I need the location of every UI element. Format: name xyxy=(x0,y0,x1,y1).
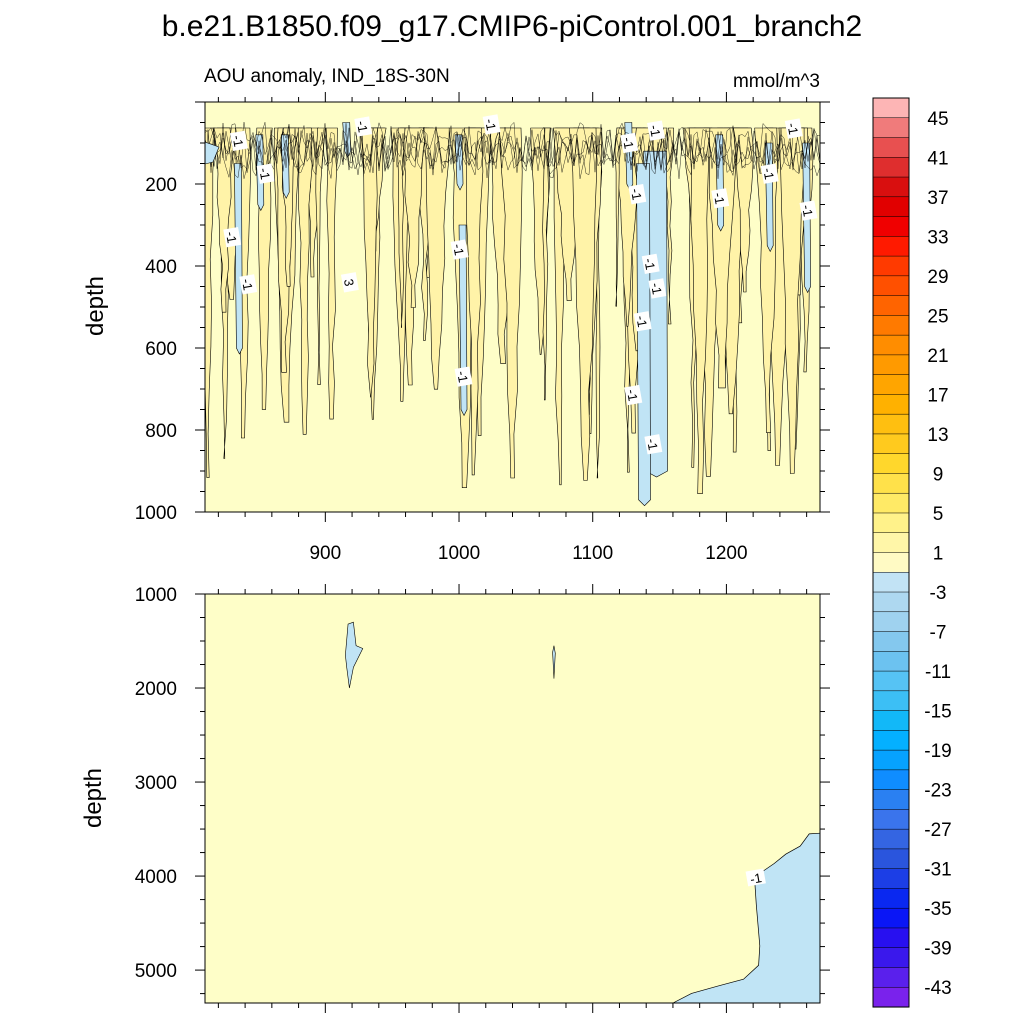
upper-panel: 900 1000 1100 12002004006008001000-1-1 -1-1-… xyxy=(135,92,830,564)
colorbar-label: -23 xyxy=(924,781,951,802)
colorbar-swatch xyxy=(873,632,909,652)
colorbar-swatch xyxy=(873,750,909,770)
colorbar-swatch xyxy=(873,434,909,454)
colorbar-label: -27 xyxy=(924,820,951,841)
colorbar-swatch xyxy=(873,296,909,316)
y-tick-label: 3000 xyxy=(135,773,177,794)
y-tick-label: 4000 xyxy=(135,867,177,888)
x-tick-label: 1100 xyxy=(572,543,613,564)
colorbar-swatch xyxy=(873,691,909,711)
colorbar-swatch xyxy=(873,414,909,434)
colorbar-swatch xyxy=(873,888,909,908)
y-tick-label: 600 xyxy=(145,339,177,360)
colorbar-swatch xyxy=(873,315,909,335)
colorbar-label: 37 xyxy=(927,188,948,209)
chart-figure: b.e21.B1850.f09_g17.CMIP6-piControl.001_… xyxy=(0,0,1024,1024)
colorbar-swatch xyxy=(873,711,909,731)
colorbar-label: 1 xyxy=(933,544,944,565)
y-tick-label: 1000 xyxy=(135,503,177,524)
colorbar-swatch xyxy=(873,276,909,296)
colorbar-label: 25 xyxy=(927,306,948,327)
colorbar-swatch xyxy=(873,809,909,829)
colorbar-swatch xyxy=(873,928,909,948)
colorbar-label: -15 xyxy=(924,702,951,723)
colorbar-swatch xyxy=(873,671,909,691)
y-tick-label: 200 xyxy=(145,175,177,196)
colorbar-swatch xyxy=(873,138,909,158)
colorbar-swatch xyxy=(873,118,909,138)
colorbar-swatch xyxy=(873,335,909,355)
lower-background xyxy=(205,594,820,1003)
colorbar-label: 21 xyxy=(927,346,948,367)
negative-contour xyxy=(637,164,651,506)
colorbar-swatch xyxy=(873,513,909,533)
x-tick-label: 1200 xyxy=(705,543,747,564)
lower-ylabel: depth xyxy=(80,768,107,828)
colorbar-label: 33 xyxy=(927,227,948,248)
colorbar-label: 29 xyxy=(927,267,948,288)
x-tick-label: 900 xyxy=(309,543,341,564)
chart-title: b.e21.B1850.f09_g17.CMIP6-piControl.001_… xyxy=(162,10,863,43)
colorbar-swatch xyxy=(873,948,909,968)
colorbar-swatch xyxy=(873,553,909,573)
colorbar-swatch xyxy=(873,908,909,928)
colorbar-swatch xyxy=(873,987,909,1007)
units-label: mmol/m^3 xyxy=(733,71,820,92)
chart-subtitle: AOU anomaly, IND_18S-30N xyxy=(204,66,450,87)
colorbar-label: 41 xyxy=(927,148,948,169)
colorbar-swatch xyxy=(873,770,909,790)
colorbar-swatch xyxy=(873,967,909,987)
colorbar-swatch xyxy=(873,197,909,217)
colorbar-swatch xyxy=(873,572,909,592)
y-tick-label: 800 xyxy=(145,421,177,442)
y-tick-label: 5000 xyxy=(135,961,177,982)
colorbar-swatch xyxy=(873,493,909,513)
x-tick-label: 1000 xyxy=(438,543,480,564)
colorbar-swatch xyxy=(873,869,909,889)
colorbar-label: -11 xyxy=(925,662,951,683)
colorbar-swatch xyxy=(873,355,909,375)
colorbar-swatch xyxy=(873,790,909,810)
colorbar-swatch xyxy=(873,533,909,553)
y-tick-label: 400 xyxy=(145,257,177,278)
colorbar-label: -35 xyxy=(924,899,951,920)
colorbar-swatch xyxy=(873,217,909,237)
colorbar-label: -39 xyxy=(924,939,951,960)
colorbar-swatch xyxy=(873,177,909,197)
colorbar-swatch xyxy=(873,236,909,256)
colorbar-swatch xyxy=(873,256,909,276)
colorbar-label: -31 xyxy=(924,860,951,881)
colorbar-swatch xyxy=(873,829,909,849)
colorbar-swatch xyxy=(873,730,909,750)
y-tick-label: 1000 xyxy=(135,585,177,606)
colorbar-swatch xyxy=(873,394,909,414)
colorbar-swatch xyxy=(873,454,909,474)
colorbar-label: 45 xyxy=(927,109,948,130)
colorbar-label: 13 xyxy=(927,425,948,446)
colorbar-swatch xyxy=(873,592,909,612)
colorbar-label: -19 xyxy=(924,741,951,762)
colorbar-label: 17 xyxy=(927,385,948,406)
colorbar-swatch xyxy=(873,473,909,493)
colorbar-label: -3 xyxy=(930,583,947,604)
y-tick-label: 2000 xyxy=(135,679,177,700)
colorbar-swatch xyxy=(873,612,909,632)
lower-panel: 10002000300040005000-1 xyxy=(135,584,830,1013)
colorbar-swatch xyxy=(873,157,909,177)
colorbar-label: 9 xyxy=(933,465,944,486)
colorbar: 45 41 37 33 29 25 21 17 13 9 5 1 -3 -7 -11 -15 -19 -23 -27… xyxy=(873,98,952,1007)
colorbar-swatch xyxy=(873,849,909,869)
colorbar-swatch xyxy=(873,651,909,671)
colorbar-label: -7 xyxy=(930,623,947,644)
colorbar-swatch xyxy=(873,98,909,118)
colorbar-label: 5 xyxy=(933,504,944,525)
colorbar-label: -43 xyxy=(924,978,951,999)
colorbar-swatch xyxy=(873,375,909,395)
upper-ylabel: depth xyxy=(82,276,109,336)
